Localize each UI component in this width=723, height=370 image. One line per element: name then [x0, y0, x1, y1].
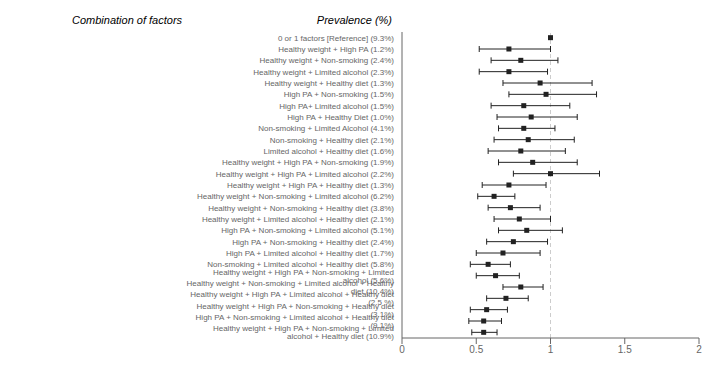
svg-text:High PA+ Limited alcohol (1.5%: High PA+ Limited alcohol (1.5%): [279, 102, 394, 111]
svg-text:0 or 1 factors [Reference] (9.: 0 or 1 factors [Reference] (9.3%): [278, 34, 394, 43]
svg-text:High PA + Limited alcohol + He: High PA + Limited alcohol + Healthy diet…: [226, 249, 394, 258]
svg-text:High PA + Non-smoking + Health: High PA + Non-smoking + Healthy diet (2.…: [232, 238, 394, 247]
svg-text:Healthy weight + Limited alcoh: Healthy weight + Limited alcohol + Healt…: [202, 215, 394, 224]
svg-text:Non-smoking + Limited Alcohol: Non-smoking + Limited Alcohol (4.1%): [258, 124, 394, 133]
svg-text:Healthy weight + High PA + Non: Healthy weight + High PA + Non-smoking (…: [222, 158, 394, 167]
svg-text:Healthy weight + Non-smoking (: Healthy weight + Non-smoking (2.4%): [259, 56, 394, 65]
svg-text:0: 0: [399, 344, 405, 355]
svg-text:Healthy weight + High PA + Lim: Healthy weight + High PA + Limited alcoh…: [216, 170, 395, 179]
svg-text:Limited alcohol + Healthy diet: Limited alcohol + Healthy diet (1.6%): [263, 147, 394, 156]
svg-text:1: 1: [548, 344, 554, 355]
svg-text:High PA + Non-smoking + Limite: High PA + Non-smoking + Limited alcohol …: [221, 226, 394, 235]
svg-text:Healthy weight + Healthy diet: Healthy weight + Healthy diet (1.3%): [264, 79, 394, 88]
svg-text:High PA + Non-smoking (1.5%): High PA + Non-smoking (1.5%): [284, 90, 395, 99]
svg-text:Healthy weight + Non-smoking +: Healthy weight + Non-smoking + Limited a…: [197, 192, 394, 201]
svg-text:Healthy weight + High PA + Non: Healthy weight + High PA + Non-smoking +…: [213, 324, 394, 341]
svg-text:2: 2: [696, 344, 702, 355]
svg-text:Healthy weight + High PA + Hea: Healthy weight + High PA + Healthy diet …: [227, 181, 394, 190]
svg-text:1.5: 1.5: [618, 344, 632, 355]
svg-text:High PA + Healthy Diet (1.0%): High PA + Healthy Diet (1.0%): [287, 113, 394, 122]
svg-text:0.5: 0.5: [469, 344, 483, 355]
svg-text:Healthy weight + Non-smoking +: Healthy weight + Non-smoking + Healthy d…: [208, 204, 394, 213]
svg-text:Non-smoking + Healthy diet (2.: Non-smoking + Healthy diet (2.1%): [270, 136, 395, 145]
svg-text:Healthy weight + High PA (1.2%: Healthy weight + High PA (1.2%): [278, 45, 394, 54]
svg-text:Healthy weight + Limited alcoh: Healthy weight + Limited alcohol (2.3%): [253, 68, 394, 77]
